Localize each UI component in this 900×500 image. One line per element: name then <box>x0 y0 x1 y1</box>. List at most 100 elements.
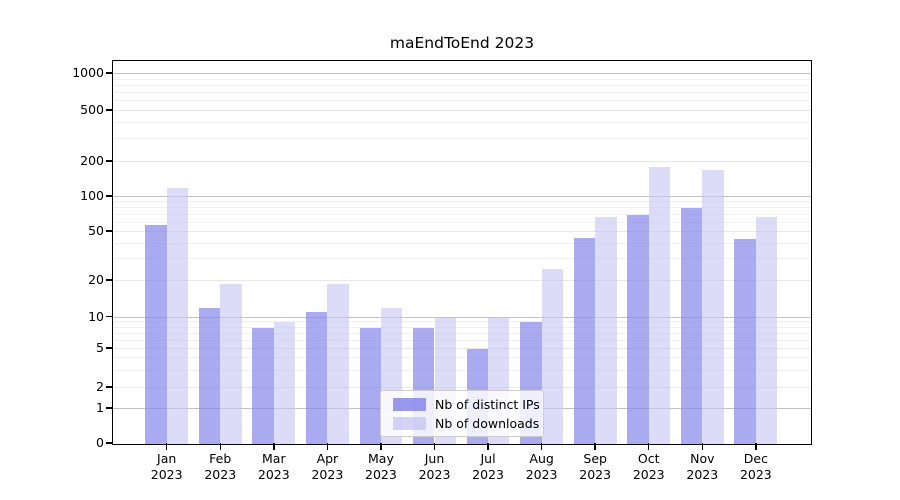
y-minor-gridline <box>113 122 811 124</box>
y-tick-label: 1000 <box>72 65 104 80</box>
ips-bar-jan <box>145 224 167 444</box>
y-tick-mark <box>106 195 113 197</box>
x-tick-mark <box>540 443 543 450</box>
y-tick-mark <box>106 109 113 111</box>
x-tick-mark <box>594 443 596 450</box>
x-tick-mark <box>219 443 221 450</box>
x-tick-mark <box>273 443 275 450</box>
y-minor-gridline <box>113 78 811 80</box>
y-tick-label: 500 <box>80 102 104 117</box>
y-tick-label: 100 <box>80 188 104 203</box>
y-tick-label: 2 <box>96 379 104 394</box>
y-minor-gridline <box>113 339 811 341</box>
x-tick-label-mar: Mar 2023 <box>257 451 290 482</box>
x-tick-label-nov: Nov 2023 <box>686 451 719 482</box>
x-tick-label-jan: Jan 2023 <box>150 451 183 482</box>
x-tick-mark <box>326 443 329 450</box>
ips-bar-oct <box>627 215 649 444</box>
y-gridline <box>113 161 811 162</box>
y-tick-mark <box>106 72 113 74</box>
y-tick-label: 10 <box>88 308 104 324</box>
x-tick-mark <box>755 443 757 450</box>
x-tick-mark <box>165 443 168 450</box>
downloads-bar-dec <box>755 217 778 444</box>
y-tick-label: 0 <box>96 435 104 450</box>
ips-bar-may <box>359 327 381 444</box>
y-minor-gridline <box>113 332 811 334</box>
x-tick-mark <box>433 443 436 450</box>
y-minor-gridline <box>113 207 811 209</box>
y-gridline <box>113 110 811 111</box>
legend-swatch-distinct-ips-icon <box>393 398 426 411</box>
y-minor-gridline <box>113 369 811 371</box>
ips-bar-sep <box>573 237 596 444</box>
y-gridline <box>113 231 811 232</box>
x-tick-label-feb: Feb 2023 <box>204 451 237 482</box>
x-tick-label-oct: Oct 2023 <box>632 451 665 482</box>
y-minor-gridline <box>113 221 811 223</box>
y-tick-mark <box>106 315 113 318</box>
x-tick-mark <box>487 443 489 450</box>
y-minor-gridline <box>113 258 811 260</box>
ips-bar-apr <box>305 312 328 444</box>
x-tick-label-jun: Jun 2023 <box>418 451 451 482</box>
y-tick-label: 20 <box>88 272 104 287</box>
downloads-bar-feb <box>220 283 242 444</box>
y-minor-gridline <box>113 321 811 323</box>
x-tick-mark <box>701 443 704 450</box>
downloads-bar-oct <box>648 167 671 444</box>
y-gridline <box>113 73 811 74</box>
ips-bar-dec <box>734 238 756 444</box>
y-tick-label: 1 <box>96 400 104 415</box>
legend-label-downloads: Nb of downloads <box>435 416 540 431</box>
y-tick-label: 200 <box>80 153 104 168</box>
x-tick-label-jul: Jul 2023 <box>472 451 504 482</box>
y-minor-gridline <box>113 138 811 140</box>
x-tick-label-sep: Sep 2023 <box>579 451 612 482</box>
y-minor-gridline <box>113 100 811 102</box>
y-gridline <box>113 348 811 349</box>
y-tick-label: 5 <box>96 340 104 355</box>
x-tick-label-aug: Aug 2023 <box>525 451 558 482</box>
y-tick-mark <box>106 386 113 388</box>
y-minor-gridline <box>113 92 811 94</box>
y-tick-mark <box>106 407 113 409</box>
y-minor-gridline <box>113 357 811 359</box>
downloads-bar-aug <box>541 269 563 444</box>
ips-bar-mar <box>252 327 274 444</box>
y-tick-label: 50 <box>88 223 104 238</box>
ips-bar-nov <box>680 208 703 444</box>
downloads-bar-apr <box>327 283 349 444</box>
downloads-bar-sep <box>595 217 617 444</box>
y-tick-mark <box>106 230 113 232</box>
y-gridline <box>113 316 811 318</box>
y-gridline <box>113 280 811 281</box>
y-minor-gridline <box>113 326 811 328</box>
y-tick-mark <box>106 279 113 281</box>
y-minor-gridline <box>113 201 811 203</box>
y-minor-gridline <box>113 84 811 86</box>
y-tick-mark <box>106 347 113 349</box>
ips-bar-feb <box>198 307 221 444</box>
x-tick-label-apr: Apr 2023 <box>311 451 344 482</box>
legend-swatch-downloads-icon <box>393 417 426 430</box>
legend-item-distinct-ips: Nb of distinct IPs <box>381 395 543 414</box>
downloads-bar-jan <box>166 187 189 444</box>
y-gridline <box>113 196 811 197</box>
y-tick-mark <box>106 442 113 444</box>
plot-area <box>112 60 812 445</box>
y-minor-gridline <box>113 214 811 215</box>
downloads-bar-mar <box>273 322 296 444</box>
x-tick-label-may: May 2023 <box>365 451 397 482</box>
legend-label-distinct-ips: Nb of distinct IPs <box>435 397 540 412</box>
x-tick-mark <box>647 443 650 450</box>
chart-title: maEndToEnd 2023 <box>389 34 535 52</box>
y-minor-gridline <box>113 242 811 244</box>
x-tick-label-dec: Dec 2023 <box>739 451 772 482</box>
downloads-bar-nov <box>702 170 724 444</box>
legend: Nb of distinct IPs Nb of downloads <box>380 390 544 437</box>
x-tick-mark <box>380 443 382 450</box>
legend-item-downloads: Nb of downloads <box>381 414 543 433</box>
y-gridline <box>113 387 811 388</box>
